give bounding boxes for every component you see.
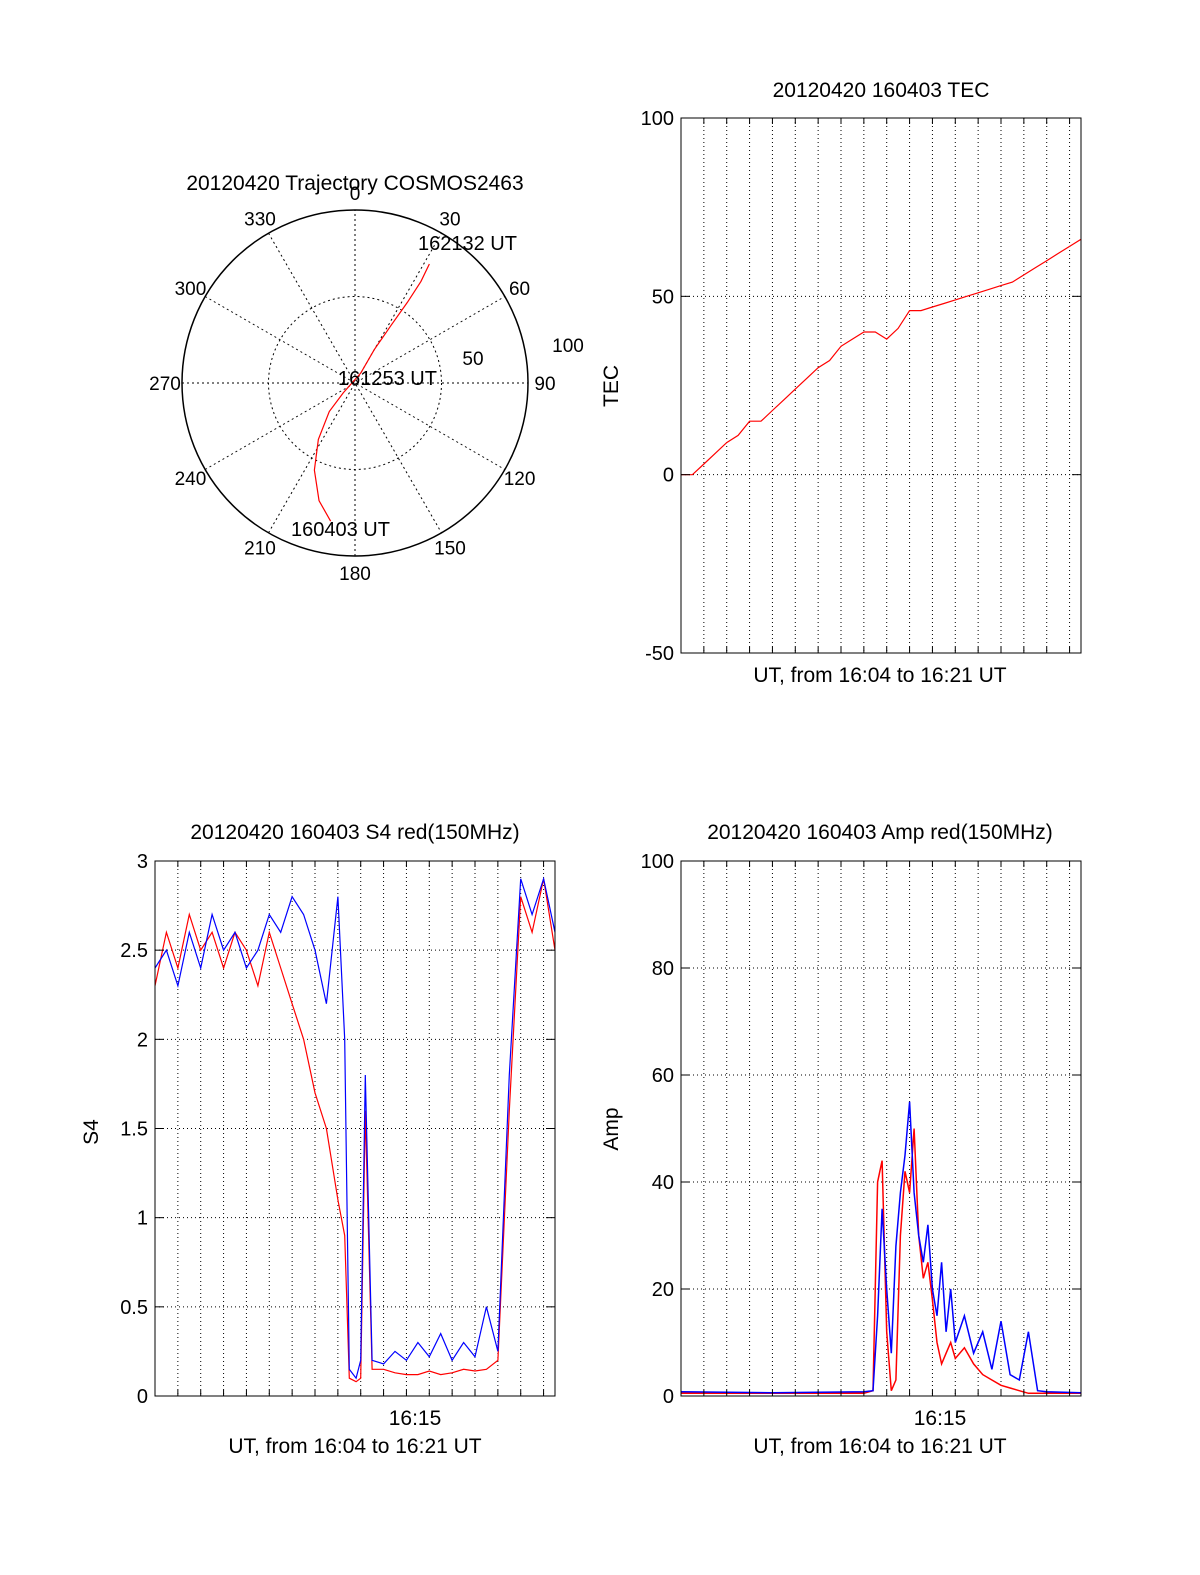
s4-xlabel: UT, from 16:04 to 16:21 UT [228, 1435, 481, 1458]
polar-panel: 20120420 Trajectory COSMOS2463 0 30 60 90 12… [149, 172, 584, 585]
p2-ytick-label: 3 [137, 851, 148, 873]
p2-ytick-label: 0.5 [120, 1297, 148, 1319]
p1-ytick-label: 100 [641, 108, 674, 130]
p2-ytick-label: 2.5 [120, 940, 148, 962]
polar-angle-tick: 150 [434, 539, 466, 560]
polar-angle-tick: 180 [339, 564, 371, 585]
p2-ytick-label: 1 [137, 1208, 148, 1230]
p2-series-line [155, 878, 555, 1383]
p1-series-line [681, 238, 1081, 476]
s4-grid [155, 861, 555, 1396]
p1-ytick-label: 0 [663, 465, 674, 487]
p2-ytick-label: 0 [137, 1386, 148, 1408]
s4-y-ticks: 0 0.5 1 1.5 2 2.5 3 [120, 851, 555, 1408]
amp-xlabel: UT, from 16:04 to 16:21 UT [753, 1435, 1006, 1458]
polar-trajectory-line [313, 263, 430, 522]
p1-ytick-label: 50 [652, 286, 674, 308]
polar-angle-ticks: 0 30 60 90 120 150 180 210 240 270 300 330 [149, 184, 555, 585]
amp-title: 20120420 160403 Amp red(150MHz) [707, 821, 1053, 844]
amp-series [681, 1101, 1081, 1395]
polar-angle-tick: 30 [439, 209, 460, 230]
p3-ytick-label: 100 [641, 851, 674, 873]
p3-series-line [681, 1128, 1081, 1395]
amp-y-ticks: 0 20 40 60 80 100 [641, 851, 1081, 1408]
p2-ytick-label: 1.5 [120, 1119, 148, 1141]
tec-title: 20120420 160403 TEC [773, 79, 990, 102]
polar-angle-tick: 90 [534, 374, 555, 395]
amp-xtick-label: 16:15 [914, 1407, 967, 1430]
polar-time-label: 160403 UT [291, 519, 390, 541]
tec-frame [680, 117, 1082, 654]
polar-angle-tick: 120 [504, 469, 536, 490]
polar-title: 20120420 Trajectory COSMOS2463 [186, 172, 523, 195]
amp-grid [681, 861, 1081, 1396]
p3-ytick-label: 0 [663, 1386, 674, 1408]
polar-angle-tick: 210 [244, 539, 276, 560]
polar-grid [181, 209, 529, 557]
polar-series [313, 263, 430, 522]
polar-angle-tick: 240 [175, 469, 207, 490]
amp-frame [680, 860, 1082, 1397]
s4-xtick-label: 16:15 [389, 1407, 442, 1430]
amp-ylabel: Amp [600, 1107, 623, 1150]
p3-ytick-label: 40 [652, 1172, 674, 1194]
polar-angle-tick: 60 [509, 279, 530, 300]
polar-angle-tick: 330 [244, 209, 276, 230]
amp-panel: 20120420 160403 Amp red(150MHz) 0 20 40 60 8… [600, 821, 1082, 1458]
tec-ylabel: TEC [600, 365, 623, 407]
polar-angle-tick: 270 [149, 374, 181, 395]
p3-series-line [681, 1101, 1081, 1394]
p3-ytick-label: 20 [652, 1279, 674, 1301]
polar-time-label: 162132 UT [418, 233, 517, 255]
p2-ytick-label: 2 [137, 1029, 148, 1051]
polar-angle-tick: 300 [175, 279, 207, 300]
s4-panel: 20120420 160403 S4 red(150MHz) 0 0.5 1 1.5 2… [80, 821, 556, 1458]
polar-angle-tick: 0 [350, 184, 361, 205]
s4-title: 20120420 160403 S4 red(150MHz) [190, 821, 519, 844]
p1-ytick-label: -50 [645, 643, 674, 665]
polar-radial-label: 50 [462, 349, 483, 370]
tec-xlabel: UT, from 16:04 to 16:21 UT [753, 664, 1006, 687]
p3-ytick-label: 60 [652, 1065, 674, 1087]
polar-radial-label: 100 [552, 336, 584, 357]
s4-series [155, 876, 555, 1383]
polar-time-label: 161253 UT [338, 368, 437, 390]
tec-series [681, 238, 1081, 476]
tec-grid [681, 118, 1081, 653]
tec-y-ticks: -50 0 50 100 [641, 108, 1081, 665]
s4-ylabel: S4 [80, 1119, 103, 1145]
p2-series-line [155, 876, 555, 1380]
tec-panel: 20120420 160403 TEC -50 0 50 100 TEC UT, fr… [600, 79, 1082, 687]
p3-ytick-label: 80 [652, 958, 674, 980]
